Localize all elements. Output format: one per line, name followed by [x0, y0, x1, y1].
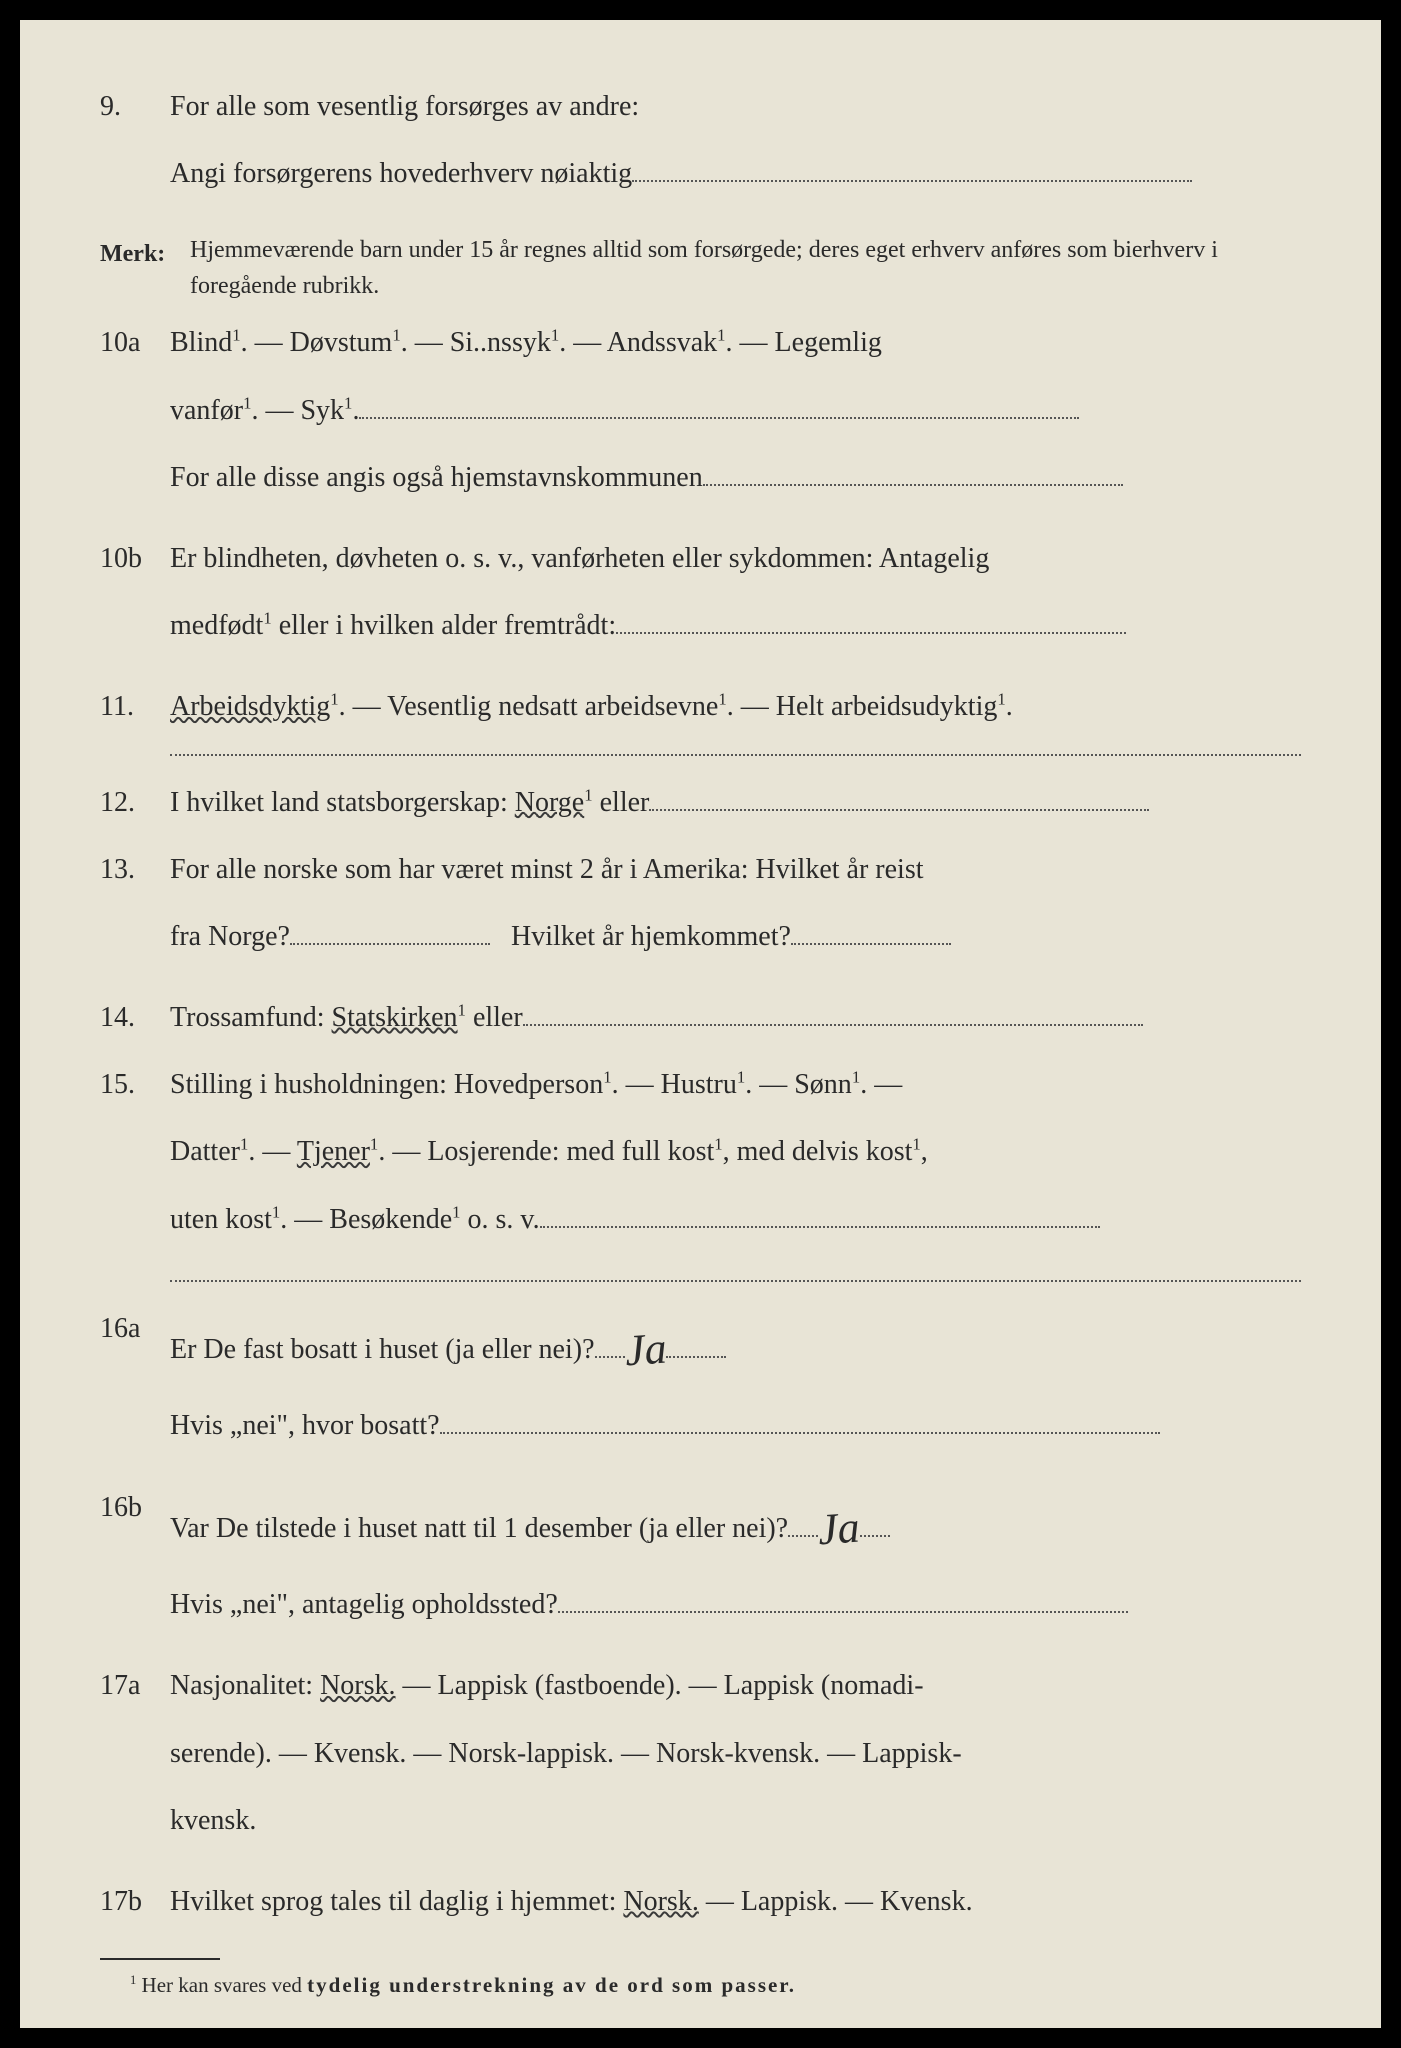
q17a-opt-norsk: Norsk. [320, 1670, 395, 1701]
q11-number: 11. [100, 680, 170, 733]
question-15: 15. Stilling i husholdningen: Hovedperso… [100, 1058, 1301, 1260]
q10a-fill[interactable] [359, 417, 1079, 419]
question-16b: 16b Var De tilstede i huset natt til 1 d… [100, 1481, 1301, 1646]
q10a-line2: vanfør1. — Syk1. [170, 384, 1301, 437]
q14-fill[interactable] [523, 1024, 1143, 1026]
q16b-fill1[interactable] [860, 1535, 890, 1537]
q15-line2: Datter1. — Tjener1. — Losjerende: med fu… [170, 1125, 1301, 1178]
q10b-number: 10b [100, 532, 170, 585]
q15-line3: uten kost1. — Besøkende1 o. s. v. [170, 1193, 1301, 1246]
q13-line1: For alle norske som har været minst 2 år… [170, 843, 1301, 896]
q15-number: 15. [100, 1058, 170, 1111]
q16a-fill1[interactable] [666, 1356, 726, 1358]
q14-opt-statskirken: Statskirken [332, 1002, 458, 1033]
q16b-line2: Hvis „nei", antagelig opholdssted? [170, 1578, 1301, 1631]
question-13: 13. For alle norske som har været minst … [100, 843, 1301, 977]
question-17a: 17a Nasjonalitet: Norsk. — Lappisk (fast… [100, 1659, 1301, 1861]
question-11: 11. Arbeidsdyktig1. — Vesentlig nedsatt … [100, 680, 1301, 733]
footnote-bold: tydelig understrekning av de ord som pas… [307, 1973, 796, 1997]
q12-opt-norge: Norge [515, 787, 584, 818]
footnote: 1 Her kan svares ved tydelig understrekn… [130, 1966, 1301, 2006]
question-9: 9. For alle som vesentlig forsørges av a… [100, 80, 1301, 214]
q9-line2: Angi forsørgerens hovederhverv nøiaktig [170, 147, 1301, 200]
q17a-line1: Nasjonalitet: Norsk. — Lappisk (fastboen… [170, 1659, 1301, 1712]
q10b-fill[interactable] [616, 632, 1126, 634]
q10a-line1: Blind1. — Døvstum1. — Si..nssyk1. — Ands… [170, 316, 1301, 369]
q10a-line3: For alle disse angis også hjemstavnskomm… [170, 451, 1301, 504]
question-10a: 10a Blind1. — Døvstum1. — Si..nssyk1. — … [100, 316, 1301, 518]
q11-opt-arbeidsdyktig: Arbeidsdyktig [170, 691, 330, 722]
q13-fill-b[interactable] [791, 943, 951, 945]
q10a-fill3[interactable] [703, 484, 1123, 486]
q17a-line3: kvensk. [170, 1794, 1301, 1847]
merk-text: Hjemmeværende barn under 15 år regnes al… [190, 232, 1301, 304]
q13-fill-a[interactable] [290, 943, 490, 945]
question-16a: 16a Er De fast bosatt i huset (ja eller … [100, 1302, 1301, 1467]
question-10b: 10b Er blindheten, døvheten o. s. v., va… [100, 532, 1301, 666]
q16a-fill2[interactable] [440, 1432, 1160, 1434]
q12-fill[interactable] [649, 809, 1149, 811]
question-14: 14. Trossamfund: Statskirken1 eller [100, 991, 1301, 1044]
question-17b: 17b Hvilket sprog tales til daglig i hje… [100, 1875, 1301, 1928]
q15-fill[interactable] [540, 1226, 1100, 1228]
q16a-line2: Hvis „nei", hvor bosatt? [170, 1399, 1301, 1452]
question-12: 12. I hvilket land statsborgerskap: Norg… [100, 776, 1301, 829]
q14-number: 14. [100, 991, 170, 1044]
q10a-number: 10a [100, 316, 170, 369]
divider-1 [170, 754, 1301, 756]
q16a-number: 16a [100, 1302, 170, 1355]
q9-line1: For alle som vesentlig forsørges av andr… [170, 80, 1301, 133]
q16a-line1: Er De fast bosatt i huset (ja eller nei)… [170, 1302, 1301, 1386]
q16b-answer: Ja [815, 1485, 862, 1571]
q13-line2: fra Norge? Hvilket år hjemkommet? [170, 910, 1301, 963]
q10b-line1: Er blindheten, døvheten o. s. v., vanfør… [170, 532, 1301, 585]
q17a-number: 17a [100, 1659, 170, 1712]
q15-opt-tjener: Tjener [297, 1136, 370, 1167]
q16a-answer: Ja [622, 1306, 669, 1392]
q16b-line1: Var De tilstede i huset natt til 1 desem… [170, 1481, 1301, 1565]
divider-2 [170, 1280, 1301, 1282]
q10b-line2: medfødt1 eller i hvilken alder fremtrådt… [170, 599, 1301, 652]
q9-number: 9. [100, 80, 170, 133]
q16b-number: 16b [100, 1481, 170, 1534]
q17b-number: 17b [100, 1875, 170, 1928]
q17a-line2: serende). — Kvensk. — Norsk-lappisk. — N… [170, 1727, 1301, 1780]
q16b-fill2[interactable] [558, 1611, 1128, 1613]
merk-label: Merk: [100, 232, 190, 278]
q15-line1: Stilling i husholdningen: Hovedperson1. … [170, 1058, 1301, 1111]
q9-fill[interactable] [632, 180, 1192, 182]
q13-number: 13. [100, 843, 170, 896]
merk-note: Merk: Hjemmeværende barn under 15 år reg… [100, 232, 1301, 304]
census-form-page: 9. For alle som vesentlig forsørges av a… [20, 20, 1381, 2028]
q12-number: 12. [100, 776, 170, 829]
footnote-rule [100, 1958, 220, 1960]
q17b-opt-norsk: Norsk. [623, 1886, 698, 1917]
